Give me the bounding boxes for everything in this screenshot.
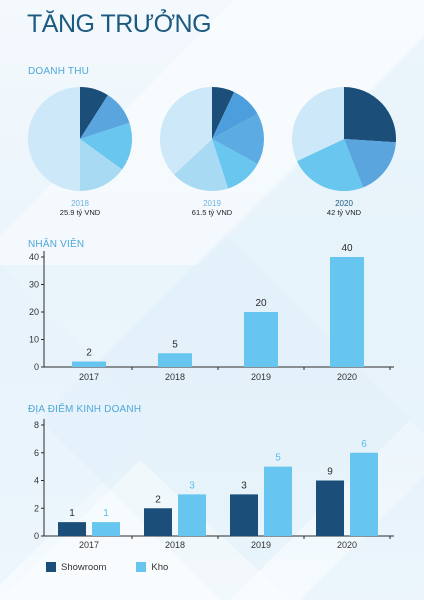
pie-2019-slice-6 — [159, 87, 212, 175]
locations-bar-kho-2020 — [350, 452, 378, 536]
locations-y-tick-label: 6 — [34, 448, 39, 458]
legend-swatch-showroom — [46, 562, 56, 572]
pie-2018-slice-2 — [80, 95, 130, 139]
locations-bar-showroom-2020 — [316, 480, 344, 536]
pie-2020-slice-3 — [296, 139, 364, 192]
pie-2018-slice-5 — [28, 87, 80, 191]
staff-bar-value-2019 — [244, 312, 278, 367]
locations-y-tick-label: 0 — [34, 531, 39, 541]
staff-bar-value-2018 — [158, 353, 192, 367]
pie-2020-slice-2 — [344, 139, 396, 188]
staff-x-category-label: 2019 — [251, 372, 271, 382]
legend-label-showroom: Showroom — [61, 561, 107, 573]
pie-2020-slice-4 — [292, 87, 344, 162]
staff-y-tick-label: 0 — [34, 362, 39, 372]
pie-2020-year-label: 2020 — [335, 199, 353, 208]
locations-y-tick-label: 4 — [34, 476, 39, 486]
legend-label-kho: Kho — [151, 561, 169, 573]
locations-bar-showroom-2019 — [230, 494, 258, 536]
section-title-locations: ĐỊA ĐIỂM KINH DOANH — [28, 404, 142, 415]
staff-bar-value-2017 — [72, 361, 106, 367]
locations-data-label-showroom-2017: 1 — [69, 508, 75, 519]
locations-x-category-label: 2018 — [165, 540, 185, 550]
locations-bar-chart: 0 2 4 6 8 1 1 2017 2 3 2018 3 5 2019 9 6 2020 — [34, 419, 394, 550]
pie-2019-slice-2 — [212, 91, 258, 139]
pie-2020-slice-1 — [344, 87, 397, 143]
locations-data-label-kho-2018: 3 — [189, 480, 195, 491]
locations-bar-showroom-2018 — [144, 508, 172, 536]
locations-x-category-label: 2020 — [337, 540, 357, 550]
pie-2018-slice-3 — [80, 122, 132, 170]
staff-bar-value-2020 — [330, 257, 364, 367]
pie-2018-slice-1 — [80, 87, 108, 139]
pie-2018-slice-4 — [80, 139, 123, 191]
locations-data-label-kho-2020: 6 — [361, 439, 367, 450]
locations-data-label-kho-2019: 5 — [275, 453, 281, 464]
pie-2020-total-label: 42 tỷ VND — [327, 208, 362, 217]
staff-data-label-value-2018: 5 — [172, 339, 178, 350]
locations-data-label-kho-2017: 1 — [103, 508, 109, 519]
staff-x-category-label: 2020 — [337, 372, 357, 382]
legend-item-kho: Kho — [136, 562, 168, 573]
page-title: TĂNG TRƯỞNG — [27, 10, 212, 38]
pie-2018-total-label: 25.9 tỷ VND — [60, 208, 101, 217]
staff-x-category-label: 2017 — [79, 372, 99, 382]
staff-y-tick-label: 20 — [29, 307, 39, 317]
locations-y-tick-label: 8 — [34, 420, 39, 430]
pie-2019-slice-4 — [212, 139, 258, 189]
pie-2019-slice-3 — [212, 113, 265, 165]
locations-bar-kho-2018 — [178, 494, 206, 536]
background-shape — [300, 476, 424, 600]
staff-y-tick-label: 40 — [29, 252, 39, 262]
locations-data-label-showroom-2019: 3 — [241, 480, 247, 491]
staff-y-tick-label: 30 — [29, 280, 39, 290]
locations-x-category-label: 2017 — [79, 540, 99, 550]
locations-bar-showroom-2017 — [58, 522, 86, 536]
chart-legend: Showroom Kho — [46, 561, 168, 573]
locations-y-tick-label: 2 — [34, 503, 39, 513]
locations-bar-kho-2019 — [264, 466, 292, 536]
staff-data-label-value-2017: 2 — [86, 348, 92, 359]
staff-y-tick-label: 10 — [29, 335, 39, 345]
staff-x-category-label: 2018 — [165, 372, 185, 382]
locations-bar-kho-2017 — [92, 522, 120, 536]
section-title-staff: NHÂN VIÊN — [28, 239, 85, 250]
locations-x-category-label: 2019 — [251, 540, 271, 550]
section-title-revenue: DOANH THU — [28, 66, 90, 77]
pie-2019-slice-1 — [212, 87, 235, 139]
pie-2018-year-label: 2018 — [71, 199, 89, 208]
locations-data-label-showroom-2020: 9 — [327, 467, 333, 478]
pie-2019-total-label: 61.5 tỷ VND — [192, 208, 233, 217]
background-shape — [0, 265, 160, 585]
locations-data-label-showroom-2018: 2 — [155, 494, 161, 505]
pie-2019-year-label: 2019 — [203, 199, 221, 208]
staff-data-label-value-2019: 20 — [255, 298, 267, 309]
staff-data-label-value-2020: 40 — [341, 243, 353, 254]
staff-bar-chart: 0 10 20 30 40 2 2017 5 2018 20 2019 40 2020 — [29, 243, 394, 382]
pie-2019-slice-5 — [174, 139, 229, 191]
legend-swatch-kho — [136, 562, 147, 572]
legend-item-showroom: Showroom — [46, 562, 106, 573]
